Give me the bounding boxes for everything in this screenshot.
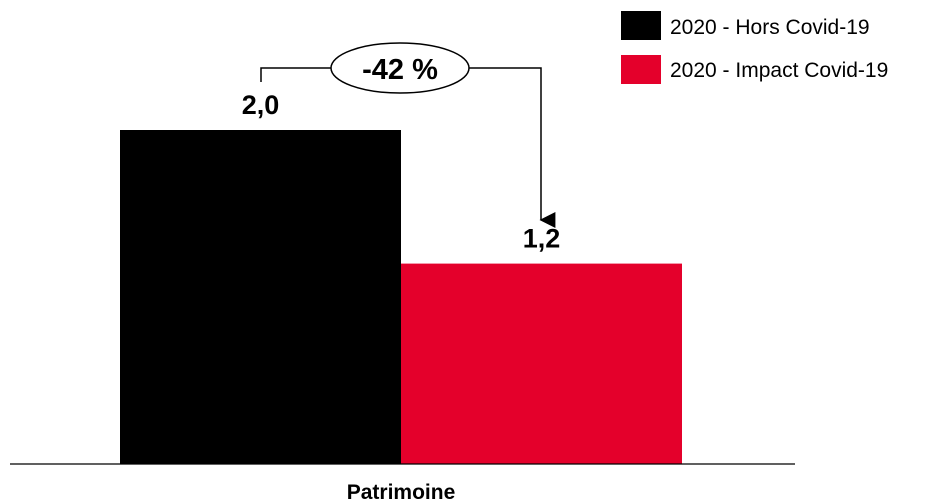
legend-swatch-hors-covid: [621, 11, 661, 40]
legend-label-hors-covid: 2020 - Hors Covid-19: [670, 16, 870, 39]
category-label: Patrimoine: [347, 481, 456, 499]
legend-label-impact-covid: 2020 - Impact Covid-19: [670, 59, 888, 82]
bar-impact-covid: [401, 263, 682, 464]
annotation-label: -42 %: [362, 54, 438, 86]
annotation-arrow: [466, 67, 556, 228]
bar-hors-covid: [120, 130, 401, 464]
annotation-connector: [260, 67, 335, 82]
change-annotation: -42 %: [260, 42, 556, 228]
legend-swatch-impact-covid: [621, 55, 661, 84]
data-label-impact-covid: 1,2: [523, 224, 561, 254]
data-label-hors-covid: 2,0: [242, 90, 280, 120]
annotation-badge: [330, 42, 470, 94]
legend: 2020 - Hors Covid-19 2020 - Impact Covid…: [621, 11, 888, 84]
